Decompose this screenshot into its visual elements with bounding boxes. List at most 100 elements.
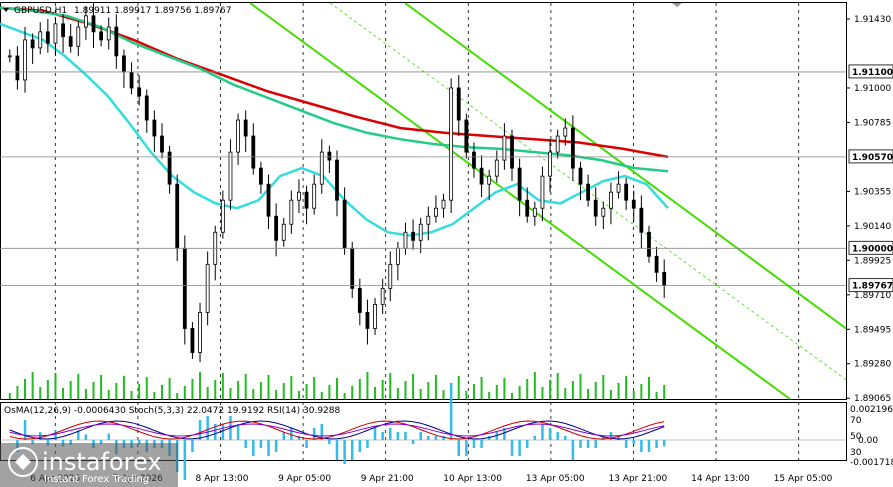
indicator-level-label: 30	[850, 448, 862, 458]
candle-body	[122, 55, 126, 73]
candle-body	[654, 255, 659, 273]
stoch-main-line	[9, 420, 665, 440]
time-tick-label: 9 Apr 05:00	[278, 474, 331, 484]
candle-body	[297, 191, 301, 201]
indicator-level-label: 70	[850, 416, 862, 426]
time-tick-label: 13 Apr 05:00	[526, 474, 585, 484]
candle-body	[129, 71, 134, 89]
level-tag	[848, 149, 893, 164]
candle-body	[510, 135, 514, 169]
candle-body	[61, 23, 65, 38]
candle-body	[373, 304, 377, 329]
indicator-top-label: 0.002196	[850, 405, 893, 415]
candle-body	[388, 263, 393, 289]
candle-body	[586, 183, 591, 201]
candle-body	[274, 215, 279, 241]
candle-body	[91, 15, 96, 33]
price-tick-label: 1.90140	[854, 222, 891, 232]
time-tick-label: 15 Apr 05:00	[774, 474, 833, 484]
candle-body	[152, 119, 157, 137]
candle-body	[487, 175, 492, 185]
level-tag	[848, 240, 893, 255]
price-tick-label: 1.89925	[854, 256, 891, 266]
instaforex-logo-icon	[8, 447, 38, 477]
candle-body	[418, 223, 423, 241]
candle-body	[15, 55, 20, 81]
candle-body	[357, 287, 362, 313]
osma-header: OsMA(12,26,9) -0.0006430 Stoch(5,3,3) 22…	[4, 406, 340, 416]
candle-body	[380, 287, 385, 305]
candlesticks	[7, 3, 667, 363]
candle-body	[601, 207, 606, 217]
candle-body	[624, 183, 629, 201]
time-tick-label: 13 Apr 21:00	[609, 474, 668, 484]
candle-body	[144, 95, 149, 121]
candle-body	[281, 223, 286, 241]
indicator-level-label: 50	[850, 432, 862, 442]
indicator-lines: 0.002196 -0.001718 70 50 30 0.00	[0, 384, 893, 480]
candle-body	[53, 23, 58, 44]
candle-body	[45, 31, 50, 44]
main-plot-area[interactable]	[0, 2, 847, 400]
candle-body	[403, 231, 408, 249]
candle-body	[228, 151, 233, 201]
candle-body	[76, 26, 81, 47]
candle-body	[220, 199, 225, 233]
candle-body	[426, 215, 431, 225]
candle-body	[532, 207, 537, 217]
candle-body	[83, 15, 88, 28]
time-tick-label: 14 Apr 13:00	[691, 474, 750, 484]
candle-body	[312, 183, 317, 209]
candle-body	[472, 151, 476, 169]
candle-body	[342, 199, 347, 249]
candle-body	[456, 87, 461, 121]
ma-fast-line	[0, 22, 669, 237]
candle-body	[350, 247, 355, 289]
level-tag-label: 1.90000	[852, 244, 893, 254]
candle-body	[7, 55, 12, 58]
candle-body	[365, 312, 370, 329]
candle-body	[114, 26, 119, 57]
dropdown-arrow-icon[interactable]	[3, 8, 9, 12]
volume-histogram	[8, 372, 666, 399]
candle-body	[259, 167, 263, 185]
chart-symbol-header: GBPUSD,H1 1.89911 1.89917 1.89756 1.8976…	[14, 6, 232, 16]
candle-body	[23, 39, 27, 81]
level-tag-label: 1.89767	[852, 282, 893, 292]
candle-body	[563, 127, 568, 137]
candle-body	[137, 87, 142, 97]
candle-body	[631, 199, 636, 209]
candle-body	[464, 119, 469, 153]
time-tick-label: 8 Apr 13:00	[196, 474, 249, 484]
candle-body	[335, 159, 339, 201]
candle-body	[205, 263, 210, 313]
candle-body	[175, 183, 180, 249]
candle-body	[434, 207, 438, 217]
candle-body	[449, 87, 454, 201]
candle-body	[548, 151, 552, 177]
price-tick-label: 1.90355	[854, 187, 891, 197]
candle-body	[266, 183, 271, 217]
time-tick-label: 10 Apr 13:00	[443, 474, 502, 484]
candle-body	[167, 151, 172, 185]
instaforex-logo-mark	[15, 454, 31, 470]
candle-body	[616, 183, 621, 193]
price-tick-label: 1.89280	[854, 360, 891, 370]
time-tick-label: 9 Apr 21:00	[361, 474, 414, 484]
candle-body	[578, 167, 583, 185]
candle-body	[593, 199, 598, 217]
candle-body	[395, 247, 400, 265]
price-tick-label: 1.90785	[854, 118, 891, 128]
watermark-brand: instaforex	[42, 448, 162, 476]
candle-body	[30, 39, 35, 49]
candle-body	[160, 135, 164, 153]
level-tag-label: 1.90570	[852, 153, 893, 163]
price-tick-label: 1.91000	[854, 84, 891, 94]
scroll-marker-icon	[672, 3, 682, 7]
price-tick-label: 1.89065	[854, 394, 891, 404]
watermark-tagline: Instant Forex Trading	[44, 474, 149, 485]
candle-body	[525, 199, 530, 217]
candle-body	[68, 36, 73, 47]
candle-body	[198, 312, 202, 353]
